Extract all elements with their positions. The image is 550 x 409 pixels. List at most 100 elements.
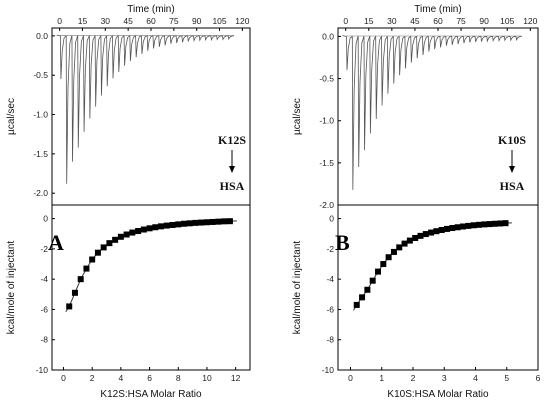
data-point xyxy=(460,223,466,230)
data-point xyxy=(181,220,187,227)
data-point xyxy=(390,248,397,255)
data-point xyxy=(465,222,472,229)
data-point xyxy=(502,220,509,227)
data-point xyxy=(417,232,424,239)
time-tick-label: 120 xyxy=(235,16,249,26)
ratio-tick-label: 2 xyxy=(90,373,95,383)
ratio-tick-label: 4 xyxy=(119,373,124,383)
enthalpy-tick-label: -2 xyxy=(40,244,48,254)
data-point xyxy=(433,228,440,235)
data-point xyxy=(66,303,73,310)
time-tick-label: 90 xyxy=(479,16,489,26)
data-point xyxy=(428,229,435,236)
data-point xyxy=(406,237,413,244)
binding-panel-frame xyxy=(51,204,251,371)
arrow-head xyxy=(509,166,515,173)
data-point xyxy=(135,228,142,235)
data-point xyxy=(169,221,176,228)
time-tick-label: 45 xyxy=(123,16,133,26)
ratio-tick-label: 0 xyxy=(348,373,353,383)
ratio-tick-label: 0 xyxy=(61,373,66,383)
data-point xyxy=(186,220,193,227)
data-point xyxy=(454,224,461,231)
data-point xyxy=(470,222,477,229)
binding-panel-frame xyxy=(337,204,539,371)
data-point xyxy=(209,218,216,225)
data-point xyxy=(221,218,228,225)
data-point xyxy=(106,240,113,247)
power-axis-label: µcal/sec xyxy=(6,98,17,135)
enthalpy-tick-label: 0 xyxy=(329,214,334,224)
power-tick-label: -2.0 xyxy=(319,200,334,210)
ratio-tick-label: 6 xyxy=(147,373,152,383)
enthalpy-tick-label: -6 xyxy=(326,304,334,314)
data-point xyxy=(203,219,210,226)
power-tick-label: 0.0 xyxy=(322,31,334,41)
time-tick-label: 105 xyxy=(212,16,226,26)
enthalpy-tick-label: -4 xyxy=(326,274,334,284)
power-tick-label: -1.5 xyxy=(319,158,334,168)
enthalpy-tick-label: -8 xyxy=(40,335,48,345)
power-tick-label: -0.5 xyxy=(33,70,48,80)
data-point xyxy=(94,249,101,256)
ligand-label: K12S xyxy=(218,133,246,147)
data-point xyxy=(444,225,451,232)
time-tick-label: 15 xyxy=(364,16,374,26)
enthalpy-tick-label: -10 xyxy=(322,365,335,375)
power-tick-label: -1.0 xyxy=(319,116,334,126)
data-point xyxy=(375,268,381,275)
ratio-tick-label: 1 xyxy=(379,373,384,383)
enthalpy-axis-label: kcal/mole of injectant xyxy=(292,241,303,335)
data-point xyxy=(123,231,130,238)
fit-curve xyxy=(353,222,512,311)
data-point xyxy=(89,256,96,263)
enthalpy-tick-label: -4 xyxy=(40,274,48,284)
data-point xyxy=(401,240,408,247)
data-point xyxy=(422,231,429,238)
arrow-head xyxy=(229,166,235,173)
power-tick-label: -2.0 xyxy=(33,188,48,198)
data-point xyxy=(77,276,84,283)
raw-heat-trace xyxy=(342,35,522,190)
data-point xyxy=(215,218,222,225)
enthalpy-tick-label: -6 xyxy=(40,304,48,314)
fit-curve xyxy=(65,220,237,312)
enthalpy-tick-label: -8 xyxy=(326,335,334,345)
power-tick-label: -0.5 xyxy=(319,74,334,84)
data-point xyxy=(140,226,147,233)
data-point xyxy=(481,221,488,228)
enthalpy-axis-label: kcal/mole of injectant xyxy=(6,241,17,335)
data-point xyxy=(353,301,360,308)
time-axis-label: Time (min) xyxy=(414,4,461,15)
time-tick-label: 0 xyxy=(343,16,348,26)
ratio-tick-label: 4 xyxy=(473,373,478,383)
time-axis-label: Time (min) xyxy=(127,4,174,15)
data-point xyxy=(486,221,493,228)
time-tick-label: 75 xyxy=(456,16,466,26)
data-point xyxy=(359,294,366,301)
data-point xyxy=(396,244,403,251)
panel-letter: A xyxy=(48,230,64,255)
ratio-tick-label: 3 xyxy=(442,373,447,383)
ratio-tick-label: 2 xyxy=(411,373,416,383)
time-tick-label: 60 xyxy=(433,16,443,26)
data-point xyxy=(385,254,392,261)
data-point xyxy=(449,225,456,232)
panel-letter: B xyxy=(335,230,350,255)
time-tick-label: 60 xyxy=(146,16,156,26)
power-tick-label: 0.0 xyxy=(36,31,48,41)
enthalpy-tick-label: 0 xyxy=(43,214,48,224)
panel-b: Time (min)0 15 30 45 60 75 90 105 1200.0-0.5-1.0… xyxy=(292,4,541,400)
data-point xyxy=(491,220,498,227)
data-point xyxy=(112,236,119,243)
data-point xyxy=(380,261,387,268)
ratio-tick-label: 8 xyxy=(176,373,181,383)
data-point xyxy=(369,277,376,284)
ratio-tick-label: 12 xyxy=(231,373,241,383)
data-point xyxy=(129,229,136,236)
data-point xyxy=(117,233,124,240)
data-point xyxy=(198,219,205,226)
power-axis-label: µcal/sec xyxy=(292,98,303,135)
power-tick-label: -1.0 xyxy=(33,110,48,120)
raw-heat-trace xyxy=(56,34,234,184)
